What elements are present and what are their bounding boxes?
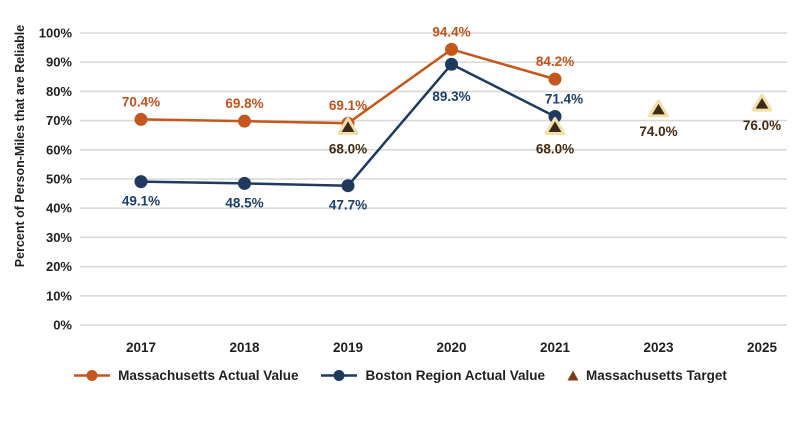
legend-item-boston-region-actual: Boston Region Actual Value xyxy=(320,368,545,383)
x-tick-label: 2018 xyxy=(229,340,260,355)
y-tick-label: 60% xyxy=(46,142,72,157)
y-tick-label: 50% xyxy=(46,172,72,187)
data-point-marker-massachusetts-actual-value xyxy=(238,114,251,128)
data-point-marker-boston-region-actual-value xyxy=(134,175,148,189)
data-point-label-boston-region-actual-value: 47.7% xyxy=(329,198,367,213)
line-circle-swatch-icon xyxy=(74,370,111,381)
y-tick-label: 90% xyxy=(46,55,72,70)
x-tick-label: 2020 xyxy=(436,340,466,355)
y-tick-label: 20% xyxy=(46,259,72,274)
x-tick-label: 2019 xyxy=(333,340,363,355)
data-point-label-massachusetts-target: 74.0% xyxy=(639,124,677,139)
line-circle-swatch-icon xyxy=(321,370,358,381)
data-point-marker-massachusetts-target xyxy=(337,116,359,135)
legend-label: Boston Region Actual Value xyxy=(365,368,546,383)
y-tick-label: 10% xyxy=(46,288,72,303)
data-point-marker-boston-region-actual-value xyxy=(548,110,562,124)
data-point-label-massachusetts-actual-value: 94.4% xyxy=(432,24,470,39)
y-tick-label: 40% xyxy=(46,201,72,216)
y-tick-label: 0% xyxy=(53,318,72,333)
legend-item-massachusetts-target: Massachusetts Target xyxy=(567,368,727,383)
data-labels-group: 70.4% 69.8% 69.1% 94.4% 84.2% 49.1% 48.5% 47.7%… xyxy=(122,24,781,212)
data-point-label-boston-region-actual-value: 49.1% xyxy=(122,194,160,209)
reliability-line-chart: 0%10%20%30%40%50%60%70%80%90%100% 2017 20… xyxy=(13,24,787,355)
data-point-label-massachusetts-actual-value: 70.4% xyxy=(122,94,160,109)
triangle-swatch-icon xyxy=(567,370,579,381)
legend-label: Massachusetts Target xyxy=(586,368,727,383)
data-point-label-boston-region-actual-value: 89.3% xyxy=(432,89,470,104)
x-tick-label: 2021 xyxy=(540,340,571,355)
data-point-label-boston-region-actual-value: 71.4% xyxy=(545,92,583,107)
data-point-marker-massachusetts-actual-value xyxy=(548,72,562,86)
data-point-label-massachusetts-actual-value: 69.1% xyxy=(329,98,367,113)
data-point-marker-massachusetts-actual-value xyxy=(445,42,458,56)
series-group xyxy=(134,42,773,193)
legend-item-massachusetts-actual: Massachusetts Actual Value xyxy=(73,368,298,383)
data-point-label-massachusetts-actual-value: 69.8% xyxy=(225,96,263,111)
x-tick-label: 2025 xyxy=(747,340,778,355)
data-point-marker-massachusetts-target xyxy=(544,116,566,135)
data-point-marker-massachusetts-target xyxy=(648,99,669,118)
data-point-label-massachusetts-target: 68.0% xyxy=(536,141,574,156)
data-point-marker-boston-region-actual-value xyxy=(341,179,355,193)
y-axis-ticks-group: 0% 10% 20% 30% 40% 50% 60% 70% 80% 90% 100% xyxy=(39,26,73,333)
legend-label: Massachusetts Actual Value xyxy=(118,368,299,383)
data-point-marker-massachusetts-target xyxy=(751,93,773,112)
data-point-label-massachusetts-target: 68.0% xyxy=(329,141,367,156)
y-tick-label: 70% xyxy=(46,113,72,128)
data-point-marker-boston-region-actual-value xyxy=(445,57,458,71)
data-point-marker-boston-region-actual-value xyxy=(238,176,251,190)
chart-legend: Massachusetts Actual Value Boston Region… xyxy=(0,368,800,383)
y-tick-label: 80% xyxy=(46,84,72,99)
x-tick-label: 2023 xyxy=(643,340,674,355)
x-axis-ticks-group: 2017 2018 2019 2020 2021 2023 2025 xyxy=(126,340,778,355)
data-point-label-boston-region-actual-value: 48.5% xyxy=(225,195,263,210)
y-axis-title: Percent of Person-Miles that are Reliabl… xyxy=(13,25,27,267)
data-point-marker-massachusetts-actual-value xyxy=(134,112,148,126)
data-point-label-massachusetts-actual-value: 84.2% xyxy=(536,54,574,69)
data-point-label-massachusetts-target: 76.0% xyxy=(743,118,781,133)
x-tick-label: 2017 xyxy=(126,340,156,355)
y-tick-label: 100% xyxy=(39,26,73,41)
gridlines-group xyxy=(80,32,787,326)
y-tick-label: 30% xyxy=(46,230,72,245)
